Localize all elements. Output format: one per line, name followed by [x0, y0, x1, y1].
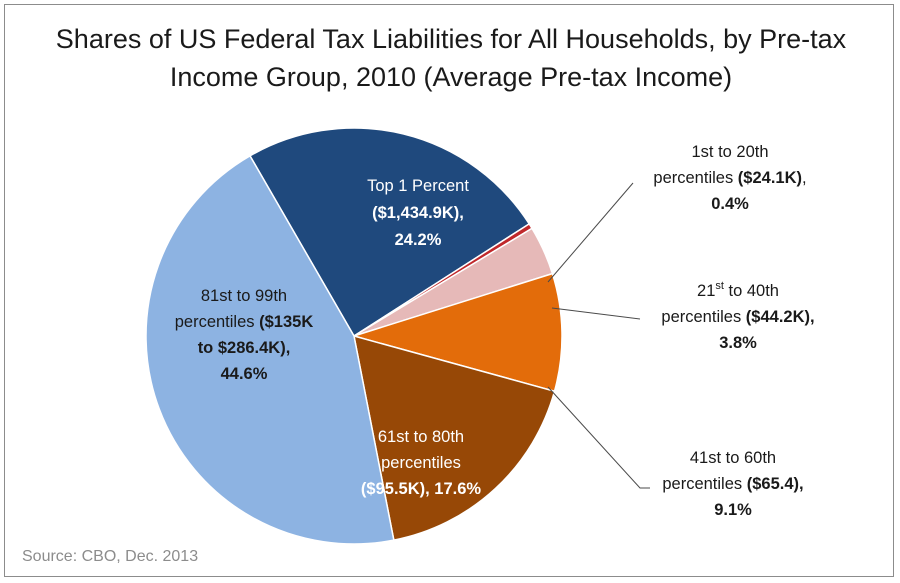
label-p21-40-line1: 21st to 40th — [697, 280, 779, 300]
label-p61-80-line3: ($95.5K), 17.6% — [361, 480, 481, 498]
label-p21-40-line2-b: ($44.2K), — [746, 308, 815, 326]
label-p81-99-line2-a: percentiles — [175, 313, 259, 331]
pie-slice-p61-80 — [353, 334, 556, 542]
leader-line-1-20 — [547, 182, 634, 283]
label-p41-60-line2-a: percentiles — [662, 475, 746, 493]
label-p81-99-line2-b: ($135K — [259, 313, 313, 331]
label-p81-99-line2: percentiles ($135K — [175, 313, 314, 331]
label-p41-60-line2: percentiles ($65.4), — [662, 475, 803, 493]
label-p61-80-line2: percentiles — [381, 454, 461, 472]
label-p81-99-line1: 81st to 99th — [201, 287, 287, 305]
label-p1-20-line2: percentiles ($24.1K), — [653, 169, 806, 187]
source-note: Source: CBO, Dec. 2013 — [22, 548, 198, 565]
label-p21-40-line1-a: 21 — [697, 282, 715, 300]
label-p21-40-line3: 3.8% — [719, 334, 757, 352]
pie-slice-top1 — [248, 127, 531, 338]
chart-title-line-1: Shares of US Federal Tax Liabilities for… — [56, 24, 847, 54]
label-p61-80-line1: 61st to 80th — [378, 428, 464, 446]
label-p21-40-line2: percentiles ($44.2K), — [661, 308, 814, 326]
pie-slice-p81-99 — [145, 154, 395, 545]
leader-line-21-40 — [551, 307, 641, 320]
label-p41-60-line2-b: ($65.4), — [747, 475, 804, 493]
label-p1-20-line2-c: , — [802, 169, 807, 187]
chart-title-line-2: Income Group, 2010 (Average Pre-tax Inco… — [170, 62, 732, 92]
leader-line-41-60 — [547, 386, 650, 489]
label-p41-60-line3: 9.1% — [714, 501, 752, 519]
label-p21-40-line2-a: percentiles — [661, 308, 745, 326]
label-p1-20-line2-a: percentiles — [653, 169, 737, 187]
label-p21-40-line1-sup: st — [715, 280, 724, 292]
label-p1-20-line2-b: ($24.1K) — [738, 169, 802, 187]
label-p1-20-line3: 0.4% — [711, 195, 749, 213]
label-p1-20-line1: 1st to 20th — [691, 143, 768, 161]
label-p41-60-line1: 41st to 60th — [690, 449, 776, 467]
label-top1-line3: 24.2% — [395, 231, 442, 249]
label-p21-40-line1-b: to 40th — [724, 282, 779, 300]
pie-slices — [145, 127, 563, 545]
label-top1-line1: Top 1 Percent — [367, 177, 469, 195]
label-p81-99-line3: to $286.4K), — [198, 339, 291, 357]
label-p81-99-line4: 44.6% — [221, 365, 268, 383]
pie-slice-p41-60 — [351, 272, 563, 393]
label-top1-line2: ($1,434.9K), — [372, 204, 464, 222]
